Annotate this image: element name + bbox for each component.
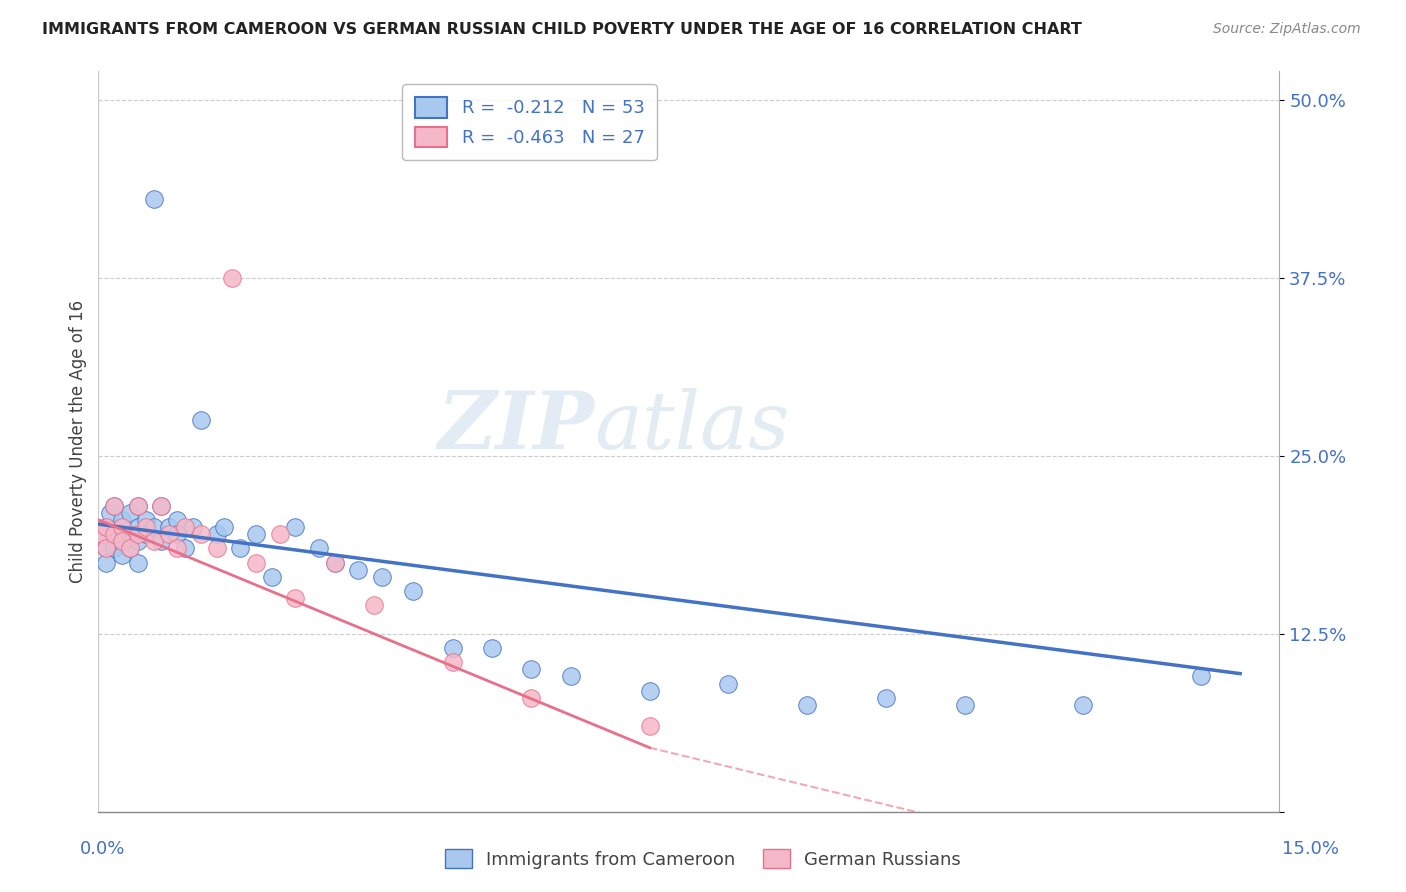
Point <box>111 534 134 549</box>
Point <box>142 193 165 207</box>
Point <box>221 270 243 285</box>
Point <box>118 541 141 556</box>
Point <box>520 662 543 676</box>
Point <box>111 549 134 563</box>
Point <box>402 584 425 599</box>
Point <box>166 513 188 527</box>
Point <box>142 534 165 549</box>
Legend: Immigrants from Cameroon, German Russians: Immigrants from Cameroon, German Russian… <box>437 842 969 876</box>
Point <box>98 506 121 520</box>
Point <box>441 655 464 669</box>
Point <box>127 499 149 513</box>
Point <box>157 520 180 534</box>
Point <box>103 527 125 541</box>
Point <box>96 541 118 556</box>
Point <box>111 534 134 549</box>
Point <box>1189 669 1212 683</box>
Point <box>142 520 165 534</box>
Text: ZIP: ZIP <box>437 388 595 466</box>
Point <box>111 520 134 534</box>
Point <box>347 563 370 577</box>
Point <box>190 527 212 541</box>
Point <box>638 719 661 733</box>
Text: atlas: atlas <box>595 388 790 466</box>
Point <box>284 520 307 534</box>
Point <box>269 527 291 541</box>
Point <box>717 676 740 690</box>
Point <box>127 527 149 541</box>
Point <box>190 413 212 427</box>
Point <box>157 527 180 541</box>
Point <box>560 669 582 683</box>
Point <box>638 683 661 698</box>
Point <box>127 520 149 534</box>
Point <box>953 698 976 712</box>
Point <box>205 541 228 556</box>
Point <box>135 527 157 541</box>
Point <box>875 690 897 705</box>
Point <box>441 640 464 655</box>
Point <box>127 499 149 513</box>
Point <box>103 527 125 541</box>
Point <box>111 513 134 527</box>
Point <box>96 520 118 534</box>
Point <box>91 527 114 541</box>
Point <box>103 499 125 513</box>
Point <box>166 527 188 541</box>
Point <box>135 513 157 527</box>
Point <box>118 527 141 541</box>
Y-axis label: Child Poverty Under the Age of 16: Child Poverty Under the Age of 16 <box>69 300 87 583</box>
Point <box>181 520 204 534</box>
Point <box>1071 698 1094 712</box>
Point <box>103 499 125 513</box>
Point <box>150 534 173 549</box>
Point <box>166 541 188 556</box>
Point <box>371 570 394 584</box>
Point <box>91 527 114 541</box>
Point <box>96 556 118 570</box>
Point <box>481 640 503 655</box>
Legend: R =  -0.212   N = 53, R =  -0.463   N = 27: R = -0.212 N = 53, R = -0.463 N = 27 <box>402 84 657 160</box>
Point <box>323 556 346 570</box>
Point <box>118 506 141 520</box>
Text: Source: ZipAtlas.com: Source: ZipAtlas.com <box>1213 22 1361 37</box>
Point <box>245 556 267 570</box>
Point <box>111 520 134 534</box>
Point <box>260 570 283 584</box>
Point <box>103 541 125 556</box>
Point <box>174 541 197 556</box>
Point <box>284 591 307 606</box>
Point <box>174 520 197 534</box>
Point <box>127 556 149 570</box>
Point <box>308 541 330 556</box>
Point <box>96 541 118 556</box>
Point <box>245 527 267 541</box>
Point <box>796 698 818 712</box>
Point <box>363 599 385 613</box>
Point <box>205 527 228 541</box>
Point <box>150 499 173 513</box>
Point <box>229 541 252 556</box>
Point <box>214 520 236 534</box>
Text: IMMIGRANTS FROM CAMEROON VS GERMAN RUSSIAN CHILD POVERTY UNDER THE AGE OF 16 COR: IMMIGRANTS FROM CAMEROON VS GERMAN RUSSI… <box>42 22 1083 37</box>
Point <box>150 499 173 513</box>
Point <box>118 541 141 556</box>
Point <box>520 690 543 705</box>
Point <box>96 520 118 534</box>
Point <box>135 520 157 534</box>
Point <box>323 556 346 570</box>
Text: 15.0%: 15.0% <box>1282 839 1339 857</box>
Point <box>127 534 149 549</box>
Text: 0.0%: 0.0% <box>80 839 125 857</box>
